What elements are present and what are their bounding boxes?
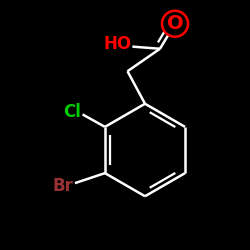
Text: HO: HO <box>104 35 132 53</box>
Text: O: O <box>167 14 183 33</box>
Text: Cl: Cl <box>64 103 82 121</box>
Text: Br: Br <box>52 176 73 194</box>
